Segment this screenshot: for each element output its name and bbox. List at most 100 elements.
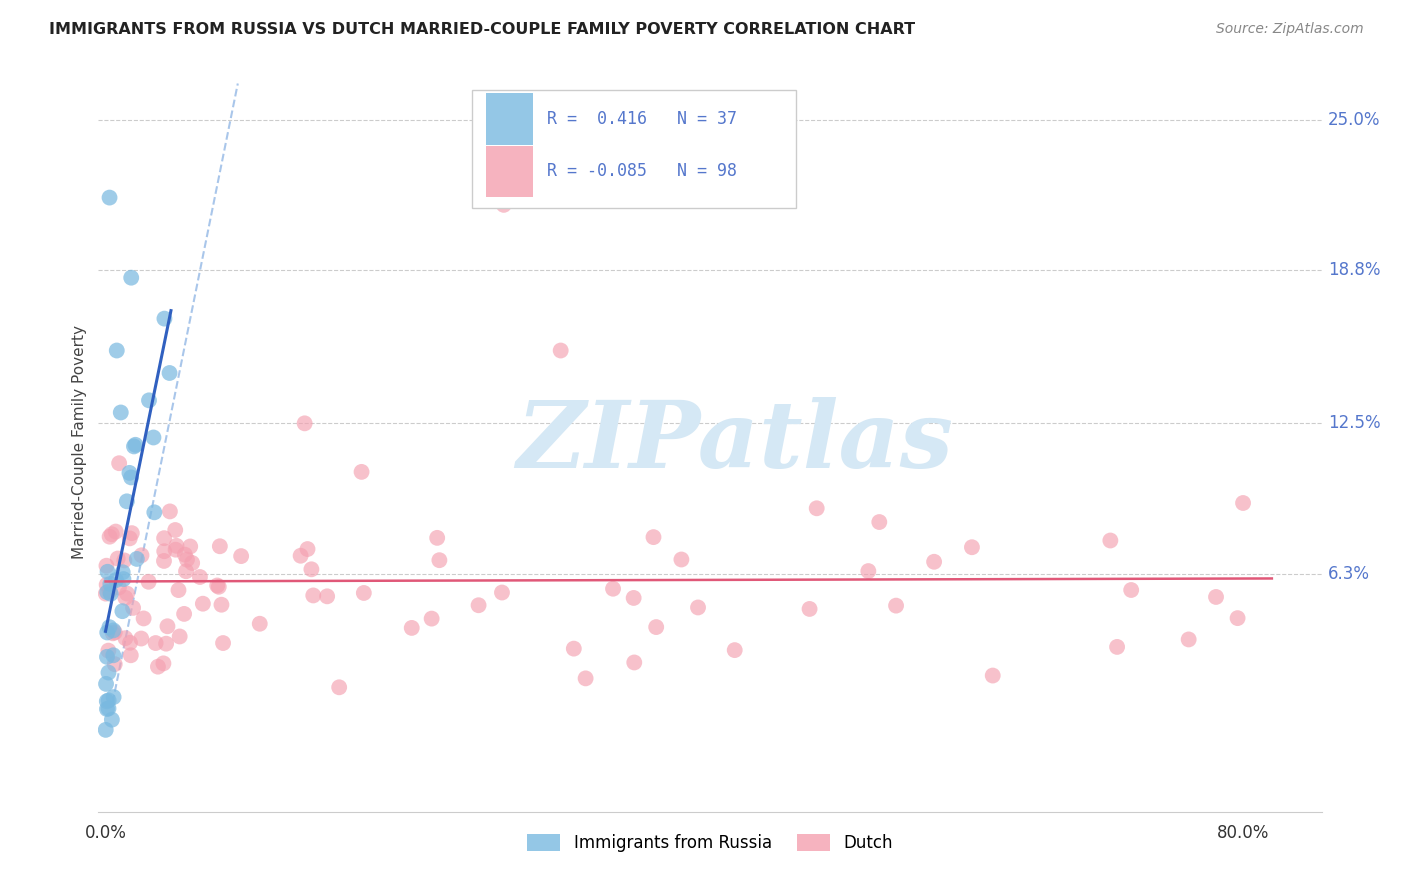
Legend: Immigrants from Russia, Dutch: Immigrants from Russia, Dutch	[520, 828, 900, 859]
Dutch	[645, 620, 668, 634]
Dutch	[290, 549, 312, 563]
Dutch	[302, 589, 325, 603]
Dutch	[138, 574, 160, 589]
Immigrants from Russia	[110, 405, 132, 419]
Immigrants from Russia	[112, 572, 135, 586]
Dutch	[129, 632, 152, 646]
Immigrants from Russia	[97, 665, 120, 680]
Dutch	[153, 554, 176, 568]
Dutch	[191, 597, 214, 611]
Text: Source: ZipAtlas.com: Source: ZipAtlas.com	[1216, 22, 1364, 37]
Dutch	[686, 600, 709, 615]
Text: 80.0%: 80.0%	[1218, 824, 1270, 842]
Dutch	[165, 523, 187, 537]
Dutch	[173, 607, 195, 621]
Text: 12.5%: 12.5%	[1327, 415, 1381, 433]
Dutch	[114, 591, 136, 605]
Dutch	[98, 584, 121, 599]
Dutch	[108, 581, 131, 595]
Dutch	[420, 612, 443, 626]
Immigrants from Russia	[94, 723, 117, 737]
Dutch	[131, 549, 153, 563]
Dutch	[211, 598, 233, 612]
Dutch	[165, 542, 187, 557]
Dutch	[179, 540, 201, 554]
Immigrants from Russia	[105, 573, 128, 587]
Dutch	[401, 621, 423, 635]
Dutch	[176, 552, 198, 566]
Dutch	[249, 616, 271, 631]
Dutch	[98, 530, 121, 544]
Dutch	[491, 585, 513, 599]
Dutch	[94, 587, 117, 601]
Dutch	[132, 611, 155, 625]
Dutch	[350, 465, 373, 479]
Dutch	[623, 591, 645, 605]
Dutch	[188, 570, 211, 584]
Dutch	[114, 631, 136, 645]
Immigrants from Russia	[111, 604, 134, 618]
Immigrants from Russia	[96, 585, 118, 599]
Dutch	[121, 526, 143, 541]
Immigrants from Russia	[142, 430, 165, 444]
Immigrants from Russia	[103, 690, 125, 704]
Immigrants from Russia	[101, 713, 124, 727]
Text: R = -0.085   N = 98: R = -0.085 N = 98	[547, 162, 737, 180]
Dutch	[101, 527, 124, 541]
Dutch	[884, 599, 907, 613]
Immigrants from Russia	[96, 702, 118, 716]
Dutch	[118, 532, 141, 546]
Dutch	[159, 504, 181, 518]
Dutch	[294, 417, 316, 431]
Dutch	[602, 582, 624, 596]
Dutch	[153, 531, 176, 545]
Dutch	[328, 681, 350, 695]
Immigrants from Russia	[111, 566, 134, 580]
Immigrants from Russia	[98, 620, 121, 634]
Dutch	[858, 564, 880, 578]
Immigrants from Russia	[120, 270, 142, 285]
Text: R =  0.416   N = 37: R = 0.416 N = 37	[547, 111, 737, 128]
Immigrants from Russia	[159, 366, 181, 380]
Dutch	[550, 343, 572, 358]
Immigrants from Russia	[97, 565, 120, 579]
Dutch	[156, 619, 179, 633]
Dutch	[1205, 590, 1227, 604]
Dutch	[981, 668, 1004, 682]
Immigrants from Russia	[98, 191, 121, 205]
Immigrants from Russia	[115, 494, 138, 508]
Dutch	[205, 578, 228, 592]
Immigrants from Russia	[96, 625, 118, 640]
Immigrants from Russia	[94, 677, 117, 691]
Immigrants from Russia	[103, 648, 125, 663]
Dutch	[152, 657, 174, 671]
Text: 18.8%: 18.8%	[1327, 261, 1381, 279]
Immigrants from Russia	[100, 587, 122, 601]
Dutch	[167, 583, 190, 598]
Dutch	[122, 600, 145, 615]
Dutch	[174, 564, 197, 578]
Dutch	[1232, 496, 1254, 510]
Dutch	[671, 552, 693, 566]
Dutch	[623, 656, 645, 670]
Dutch	[104, 657, 127, 672]
Dutch	[145, 636, 167, 650]
Dutch	[115, 587, 138, 601]
Dutch	[97, 643, 120, 657]
Dutch	[353, 586, 375, 600]
Dutch	[575, 672, 598, 686]
Dutch	[960, 540, 983, 554]
Dutch	[146, 659, 169, 673]
Dutch	[108, 456, 131, 470]
Dutch	[426, 531, 449, 545]
Dutch	[166, 539, 188, 553]
Dutch	[104, 625, 127, 640]
Immigrants from Russia	[120, 470, 142, 484]
Dutch	[429, 553, 451, 567]
Dutch	[1226, 611, 1249, 625]
Immigrants from Russia	[105, 343, 128, 358]
Dutch	[467, 599, 489, 613]
Dutch	[96, 578, 118, 592]
Dutch	[1107, 640, 1129, 654]
Dutch	[208, 539, 231, 553]
